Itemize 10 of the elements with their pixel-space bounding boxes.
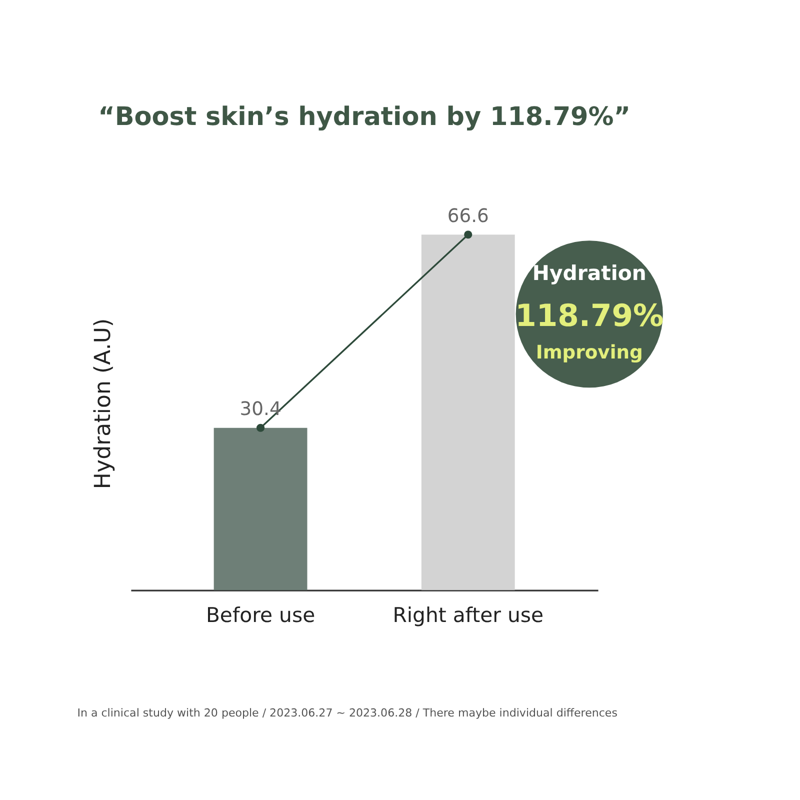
data-label: 30.4 xyxy=(240,399,282,420)
annotation: 118.79% xyxy=(515,299,664,334)
annotation: Hydration xyxy=(532,261,646,286)
annotation: Improving xyxy=(536,342,643,364)
text: In a clinical study with 20 people / 2023.06.27 ~ 2023.06.28 / There maybe individual differences xyxy=(77,706,618,720)
y-axis-title: Hydration (A.U) xyxy=(90,318,116,490)
x-tick-label: Right after use xyxy=(392,602,544,627)
data-label: 66.6 xyxy=(447,206,489,227)
x-tick-label: Before use xyxy=(206,602,316,627)
chart-title: “Boost skin’s hydration by 118.79%” xyxy=(98,102,631,132)
